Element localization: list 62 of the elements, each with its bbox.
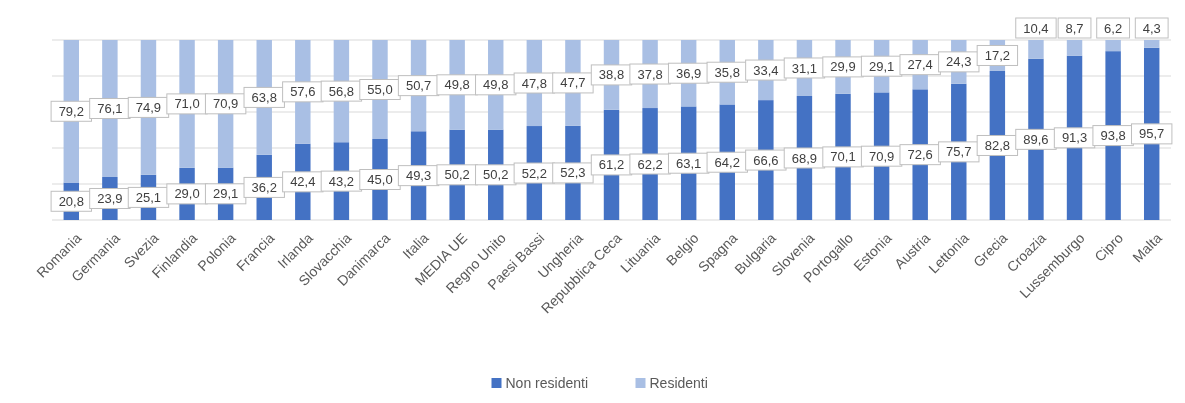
legend-label: Residenti — [649, 374, 708, 391]
data-label: 42,4 — [290, 174, 316, 190]
data-label: 49,3 — [405, 168, 432, 184]
data-label: 68,9 — [791, 150, 818, 166]
bar — [1105, 40, 1121, 52]
data-label: 43,2 — [328, 173, 355, 189]
data-label: 70,1 — [830, 149, 856, 165]
data-label: 36,9 — [676, 65, 702, 81]
data-label: 95,7 — [1139, 126, 1165, 142]
data-label: 38,8 — [598, 67, 625, 83]
data-label: 24,3 — [946, 54, 972, 70]
data-label: 29,1 — [868, 58, 895, 74]
data-label: 25,1 — [135, 189, 162, 205]
data-label: 49,8 — [483, 77, 509, 93]
data-label: 29,9 — [830, 59, 856, 75]
data-label: 49,8 — [444, 77, 470, 93]
data-label: 33,4 — [753, 62, 779, 78]
data-label: 93,8 — [1100, 128, 1126, 144]
data-label: 72,6 — [907, 147, 933, 163]
data-label: 63,8 — [251, 89, 277, 105]
data-label: 20,8 — [58, 193, 84, 209]
data-label: 45,0 — [367, 172, 393, 188]
data-label: 47,7 — [560, 75, 586, 91]
data-label: 27,4 — [907, 57, 933, 73]
data-label: 36,2 — [251, 179, 277, 195]
data-label: 62,2 — [637, 156, 663, 172]
data-label: 57,6 — [290, 84, 316, 100]
data-label: 56,8 — [328, 83, 355, 99]
data-label: 82,8 — [984, 138, 1011, 154]
data-label: 35,8 — [714, 64, 740, 80]
data-label: 61,2 — [598, 157, 625, 173]
data-label: 79,2 — [58, 103, 84, 119]
data-label: 70,9 — [212, 96, 239, 112]
data-label: 71,0 — [174, 96, 200, 112]
data-label: 55,0 — [367, 82, 393, 98]
data-label: 8,7 — [1065, 20, 1084, 36]
bar — [1143, 40, 1160, 48]
data-label: 50,7 — [405, 78, 432, 94]
data-label: 4,3 — [1142, 20, 1161, 36]
data-label: 29,0 — [174, 186, 200, 202]
data-label: 70,9 — [868, 148, 895, 164]
data-label: 17,2 — [984, 48, 1011, 64]
data-label: 10,4 — [1023, 20, 1049, 36]
legend-label: Non residenti — [505, 374, 588, 391]
data-label: 23,9 — [97, 191, 123, 207]
data-label: 6,2 — [1104, 20, 1123, 36]
data-label: 37,8 — [637, 66, 663, 82]
data-label: 29,1 — [212, 186, 239, 202]
data-label: 52,3 — [560, 165, 586, 181]
data-label: 52,2 — [521, 165, 547, 181]
data-label: 75,7 — [946, 144, 972, 160]
data-label: 50,2 — [444, 167, 470, 183]
data-label: 47,8 — [521, 75, 547, 91]
data-label: 63,1 — [676, 155, 702, 171]
data-label: 91,3 — [1061, 130, 1088, 146]
data-label: 89,6 — [1023, 131, 1049, 147]
data-label: 64,2 — [714, 154, 740, 170]
data-label: 76,1 — [97, 101, 123, 117]
data-label: 74,9 — [135, 99, 162, 115]
data-label: 66,6 — [753, 152, 779, 168]
data-label: 50,2 — [483, 167, 509, 183]
data-label: 31,1 — [791, 60, 818, 76]
